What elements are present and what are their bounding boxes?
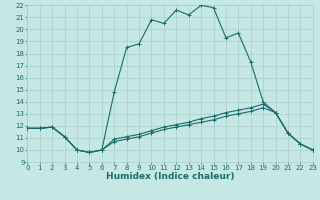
X-axis label: Humidex (Indice chaleur): Humidex (Indice chaleur) [106, 172, 234, 181]
